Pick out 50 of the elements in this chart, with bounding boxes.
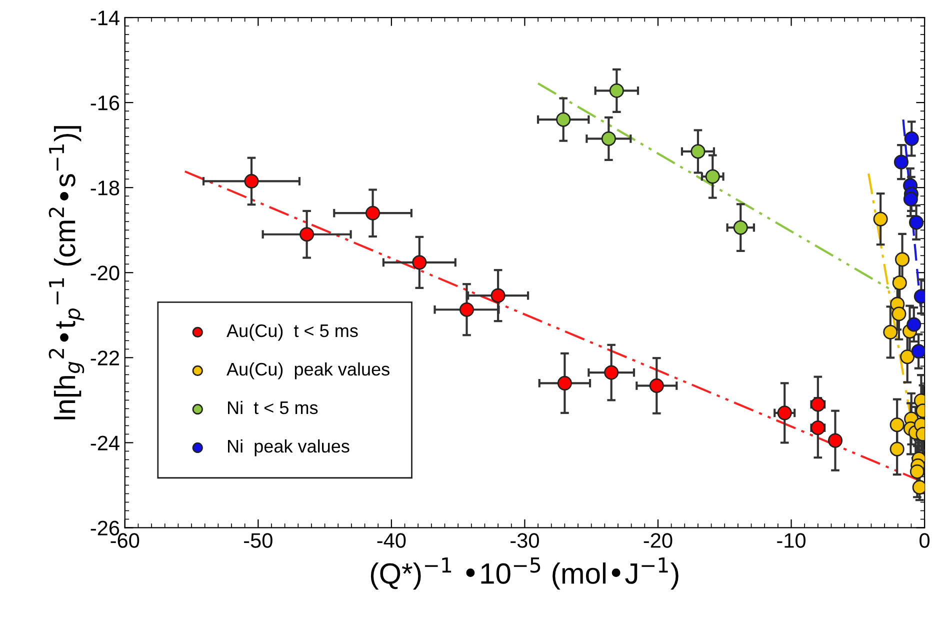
point: [733, 220, 748, 235]
y-tick-label: -20: [90, 266, 120, 280]
point: [895, 252, 910, 267]
text: ln[h$_{g}$$^{2}$•t$_{p}$$^{−1}$ (cm$^{2}$•s$^{−1}$)]: [48, 126, 84, 420]
point: [911, 344, 925, 359]
x-tick-label: -50: [244, 533, 272, 548]
point: [890, 442, 904, 456]
x-tick-label: -20: [644, 533, 672, 548]
y-tick-label: -14: [90, 10, 120, 26]
point: [828, 433, 843, 448]
point: [910, 464, 924, 479]
point: [609, 83, 624, 98]
point: [908, 215, 924, 230]
point: [300, 227, 314, 242]
point: [777, 406, 792, 420]
point: [705, 169, 720, 184]
point: [906, 317, 922, 332]
point: [557, 376, 572, 390]
legend-label: Ni t < 5 ms: [228, 400, 318, 414]
y-tick-label: -18: [90, 180, 120, 196]
point: [412, 255, 427, 270]
point: [459, 302, 474, 317]
x-tick-label: -10: [777, 533, 806, 548]
point: [601, 131, 616, 146]
x-tick-label: -40: [377, 533, 406, 548]
point: [900, 350, 915, 364]
point: [873, 212, 888, 226]
legend-label: Au(Cu) t < 5 ms: [226, 324, 358, 341]
point: [366, 206, 380, 220]
point: [894, 154, 909, 170]
x-tick-label: 0: [920, 533, 930, 548]
point: [490, 288, 506, 303]
point: [244, 174, 259, 188]
legend-label: Au(Cu) peak values: [226, 362, 390, 380]
x-tick-label: -60: [110, 533, 140, 548]
point: [903, 192, 918, 206]
point: [883, 324, 898, 340]
y-tick-label: -16: [90, 96, 120, 110]
point: [690, 144, 706, 159]
x-tick-label: -30: [510, 533, 539, 548]
y-tick-label: -26: [90, 520, 120, 536]
point: [904, 131, 919, 146]
point: [604, 365, 619, 380]
legend-label: Ni peak values: [228, 439, 350, 456]
y-tick-label: -22: [90, 350, 119, 366]
y-tick-label: -24: [90, 436, 120, 450]
point: [890, 418, 904, 432]
point: [649, 378, 664, 393]
x-axis-title: (Q*)$^{−1}$ •10$^{−5}$ (mol•J$^{−1}$): [370, 558, 678, 590]
point: [556, 112, 571, 127]
